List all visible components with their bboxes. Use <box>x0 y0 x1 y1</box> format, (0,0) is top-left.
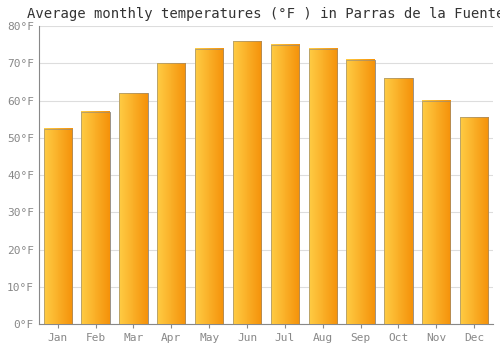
Bar <box>233 41 261 324</box>
Bar <box>270 45 299 324</box>
Bar <box>82 112 110 324</box>
Bar <box>460 118 488 324</box>
Bar <box>308 49 337 324</box>
Bar <box>119 93 148 324</box>
Bar <box>384 78 412 324</box>
Bar <box>195 49 224 324</box>
Bar <box>119 93 148 324</box>
Bar <box>346 60 375 324</box>
Bar <box>44 129 72 324</box>
Bar <box>460 118 488 324</box>
Bar <box>157 63 186 324</box>
Bar <box>195 49 224 324</box>
Bar <box>233 41 261 324</box>
Title: Average monthly temperatures (°F ) in Parras de la Fuente: Average monthly temperatures (°F ) in Pa… <box>27 7 500 21</box>
Bar <box>422 101 450 324</box>
Bar <box>384 78 412 324</box>
Bar <box>422 101 450 324</box>
Bar <box>346 60 375 324</box>
Bar <box>44 129 72 324</box>
Bar <box>270 45 299 324</box>
Bar <box>308 49 337 324</box>
Bar <box>157 63 186 324</box>
Bar <box>82 112 110 324</box>
